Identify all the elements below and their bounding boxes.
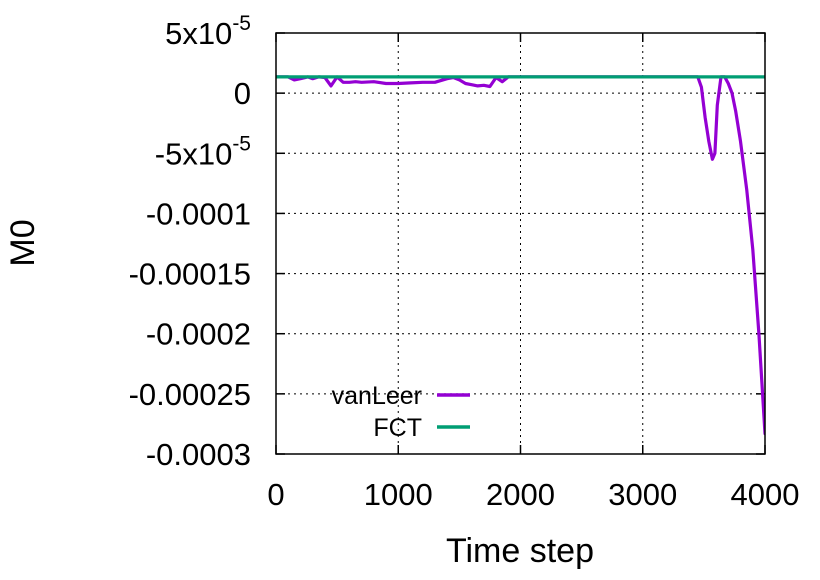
y-tick-label: -5x10-5 — [155, 132, 251, 171]
grid-lines — [276, 33, 765, 454]
x-tick-label: 3000 — [608, 477, 677, 512]
legend: vanLeer FCT — [332, 382, 470, 442]
y-tick-label: 5x10-5 — [165, 12, 251, 51]
y-tick-label: -0.00015 — [129, 257, 251, 292]
x-tick-label: 1000 — [364, 477, 433, 512]
x-tick-labels: 0 1000 2000 3000 4000 — [267, 477, 799, 512]
x-tick-label: 2000 — [486, 477, 555, 512]
y-tick-label: -0.00025 — [129, 377, 251, 412]
legend-label-fct: FCT — [373, 414, 422, 442]
y-tick-labels: 5x10-5 0 -5x10-5 -0.0001 -0.00015 -0.0002 -0.0… — [129, 12, 251, 472]
x-tick-label: 0 — [267, 477, 284, 512]
y-axis-title: M0 — [4, 219, 42, 266]
legend-label-vanleer: vanLeer — [332, 382, 422, 410]
x-tick-label: 4000 — [731, 477, 800, 512]
y-tick-label: -0.0002 — [146, 317, 251, 352]
y-tick-label: 0 — [234, 76, 251, 111]
plot-frame — [275, 32, 766, 455]
y-tick-label: -0.0001 — [146, 196, 251, 231]
series-lines — [276, 75, 765, 436]
x-axis-title: Time step — [446, 532, 594, 570]
y-tick-label: -0.0003 — [146, 437, 251, 472]
